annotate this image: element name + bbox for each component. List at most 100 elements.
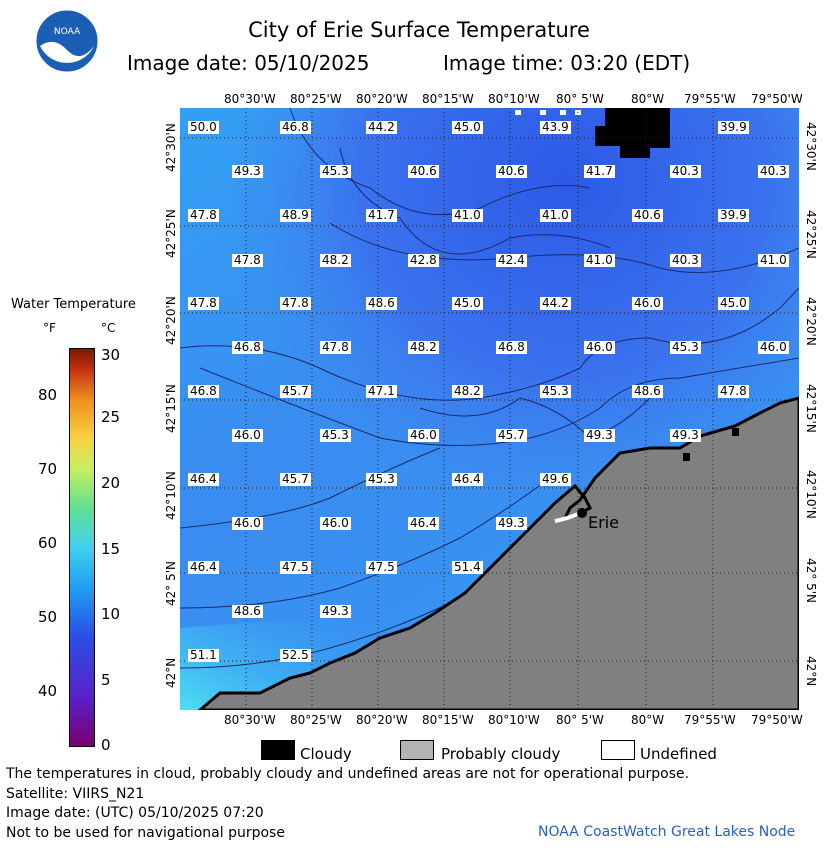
temperature-value: 52.5 [280, 648, 311, 662]
temperature-value: 47.8 [188, 296, 219, 310]
temperature-value: 41.0 [452, 208, 483, 222]
footer-node-credit: NOAA CoastWatch Great Lakes Node [538, 824, 796, 840]
temperature-value: 47.8 [280, 296, 311, 310]
lon-label-bottom: 80°30'W [224, 713, 276, 727]
logo-text: NOAA [54, 27, 81, 37]
temperature-value: 46.0 [584, 340, 615, 354]
temperature-value: 41.0 [540, 208, 571, 222]
footer-nav-note: Not to be used for navigational purpose [6, 825, 285, 841]
lon-label-top: 79°55'W [684, 92, 736, 106]
footer-utc-date: Image date: (UTC) 05/10/2025 07:20 [6, 805, 264, 821]
temperature-value: 43.9 [540, 120, 571, 134]
unit-fahrenheit: °F [43, 321, 56, 335]
lat-label-left: 42°15'N [164, 384, 178, 433]
temperature-value: 47.8 [320, 340, 351, 354]
colorbar-tick-c: 0 [101, 736, 111, 754]
lat-label-right: 42°20'N [804, 297, 818, 346]
colorbar-tick-c: 5 [101, 671, 111, 689]
colorbar-tick-c: 15 [101, 540, 121, 558]
lat-label-left: 42°25'N [164, 209, 178, 258]
temperature-map: Erie 50.0 46.8 44.2 45.0 43.9 39.9 49.3 45.3 40.… [180, 108, 799, 710]
temperature-value: 40.6 [632, 208, 663, 222]
lat-label-left: 42° 5'N [164, 561, 178, 606]
lat-label-left: 42°N [164, 657, 178, 688]
temperature-value: 49.3 [670, 428, 701, 442]
temperature-value: 47.5 [280, 560, 311, 574]
temperature-value: 47.5 [366, 560, 397, 574]
lon-label-bottom: 80°W [631, 713, 665, 727]
lon-label-top: 80°W [631, 92, 665, 106]
legend-label-undefined: Undefined [640, 745, 717, 763]
temperature-value: 47.8 [718, 384, 749, 398]
footer-disclaimer: The temperatures in cloud, probably clou… [6, 766, 690, 782]
lat-label-left: 42°20'N [164, 296, 178, 345]
temperature-value: 46.4 [408, 516, 439, 530]
colorbar-title: Water Temperature [11, 297, 136, 312]
temperature-value: 44.2 [540, 296, 571, 310]
lon-label-bottom: 80°20'W [356, 713, 408, 727]
temperature-colorbar [69, 348, 95, 747]
lon-label-bottom: 80° 5'W [556, 713, 604, 727]
temperature-value: 46.0 [232, 516, 263, 530]
temperature-value: 46.4 [188, 472, 219, 486]
colorbar-tick-f: 40 [38, 682, 58, 700]
temperature-value: 51.4 [452, 560, 483, 574]
lat-label-right: 42°25'N [804, 210, 818, 259]
lat-label-right: 42°10'N [804, 470, 818, 519]
lon-label-bottom: 80°15'W [422, 713, 474, 727]
temperature-value: 48.9 [280, 208, 311, 222]
temperature-value: 48.6 [632, 384, 663, 398]
map-canvas [180, 108, 799, 710]
colorbar-tick-c: 25 [101, 408, 121, 426]
lat-label-right: 42°15'N [804, 384, 818, 433]
temperature-value: 41.0 [758, 253, 789, 267]
temperature-value: 47.8 [232, 253, 263, 267]
temperature-value: 49.3 [320, 604, 351, 618]
legend-swatch-probably-cloudy [400, 740, 434, 760]
temperature-value: 47.1 [366, 384, 397, 398]
temperature-value: 40.3 [670, 164, 701, 178]
temperature-value: 40.3 [758, 164, 789, 178]
lat-label-left: 42°10'N [164, 471, 178, 520]
graticule [180, 108, 799, 710]
legend-label-cloudy: Cloudy [300, 745, 352, 763]
temperature-value: 48.2 [408, 340, 439, 354]
temperature-value: 46.8 [280, 120, 311, 134]
temperature-value: 45.3 [540, 384, 571, 398]
shore-speck [683, 453, 690, 461]
city-label-erie: Erie [588, 513, 619, 532]
legend-swatch-undefined [601, 740, 635, 760]
noaa-logo: NOAA [36, 10, 98, 72]
image-date: Image date: 05/10/2025 [127, 51, 370, 75]
lon-label-top: 80°20'W [356, 92, 408, 106]
temperature-value: 45.0 [452, 120, 483, 134]
colorbar-tick-f: 80 [38, 386, 58, 404]
temperature-value: 49.3 [584, 428, 615, 442]
temperature-value: 50.0 [188, 120, 219, 134]
footer-satellite: Satellite: VIIRS_N21 [6, 786, 145, 802]
lat-label-right: 42°30'N [804, 122, 818, 171]
colorbar-tick-f: 70 [38, 460, 58, 478]
temperature-value: 39.9 [718, 120, 749, 134]
temperature-value: 49.6 [540, 472, 571, 486]
temperature-value: 48.6 [366, 296, 397, 310]
temperature-value: 40.3 [670, 253, 701, 267]
cloud-mask [595, 108, 670, 158]
temperature-value: 42.4 [496, 253, 527, 267]
lon-label-top: 79°50'W [751, 92, 803, 106]
temperature-value: 46.0 [232, 428, 263, 442]
temperature-value: 40.6 [408, 164, 439, 178]
temperature-value: 45.3 [320, 164, 351, 178]
lat-label-right: 42° 5'N [804, 558, 818, 603]
temperature-value: 46.4 [452, 472, 483, 486]
map-title: City of Erie Surface Temperature [248, 18, 590, 42]
legend-swatch-cloudy [261, 740, 295, 760]
colorbar-tick-f: 50 [38, 608, 58, 626]
colorbar-tick-c: 10 [101, 605, 121, 623]
temperature-value: 46.8 [188, 384, 219, 398]
temperature-value: 48.6 [232, 604, 263, 618]
unit-celsius: °C [101, 321, 116, 335]
temperature-value: 41.0 [584, 253, 615, 267]
temperature-value: 46.8 [232, 340, 263, 354]
temperature-value: 46.0 [632, 296, 663, 310]
